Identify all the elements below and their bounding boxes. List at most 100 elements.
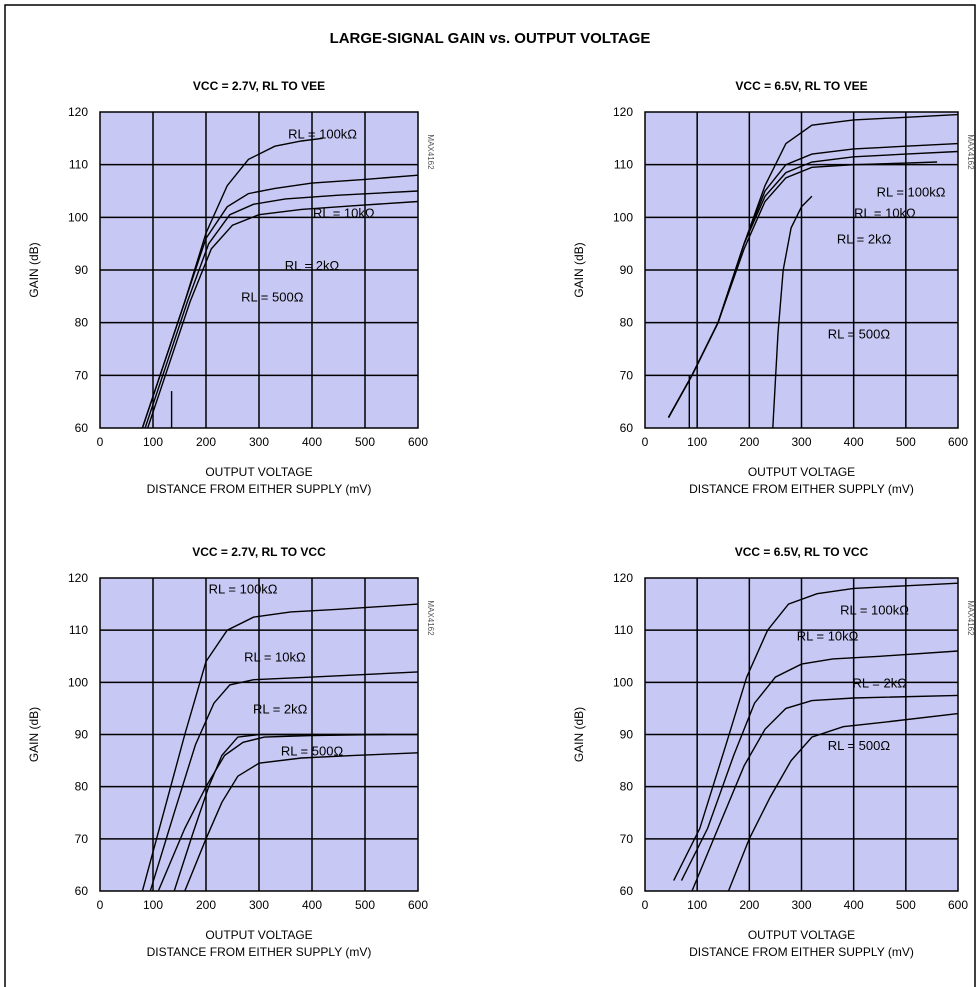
x-axis-label: OUTPUT VOLTAGE (205, 928, 312, 942)
y-tick-label: 80 (620, 780, 634, 794)
y-tick-label: 110 (614, 623, 633, 637)
side-code: MAX4162 (966, 600, 975, 636)
x-tick-label: 200 (196, 435, 216, 449)
panel-title: VCC = 6.5V, RL TO VEE (735, 79, 867, 93)
x-tick-label: 100 (143, 435, 163, 449)
curve-label: RL = 100kΩ (840, 603, 909, 618)
curve-label: RL = 500Ω (828, 738, 891, 753)
series-line (691, 694, 959, 892)
y-tick-label: 90 (620, 263, 634, 277)
x-tick-label: 300 (791, 898, 811, 912)
y-tick-label: 100 (68, 675, 88, 689)
y-tick-label: 120 (68, 105, 88, 119)
x-tick-label: 600 (408, 435, 428, 449)
series-line (147, 200, 419, 429)
curve-label: RL = 100kΩ (877, 184, 946, 199)
panel-title: VCC = 2.7V, RL TO VEE (193, 79, 325, 93)
curve-label: RL = 2kΩ (285, 258, 340, 273)
y-tick-label: 120 (613, 571, 633, 585)
curve-label: RL = 2kΩ (837, 232, 892, 247)
x-axis-label-line2: DISTANCE FROM EITHER SUPPLY (mV) (689, 945, 914, 959)
x-tick-label: 500 (896, 898, 916, 912)
y-tick-label: 90 (620, 728, 634, 742)
plot-frame (644, 577, 959, 892)
curve-label: RL = 10kΩ (797, 629, 859, 644)
y-tick-label: 60 (75, 421, 89, 435)
y-tick-label: 80 (75, 316, 89, 330)
x-tick-label: 0 (642, 898, 649, 912)
series-line (149, 671, 419, 892)
curve-label: RL = 100kΩ (209, 582, 278, 597)
x-axis-label: OUTPUT VOLTAGE (748, 928, 855, 942)
x-tick-label: 500 (355, 435, 375, 449)
x-tick-label: 500 (355, 898, 375, 912)
x-tick-label: 0 (97, 898, 104, 912)
y-axis-label: GAIN (dB) (572, 242, 586, 297)
side-code: MAX4162 (426, 134, 435, 170)
panel-title: VCC = 6.5V, RL TO VCC (735, 545, 869, 559)
x-tick-label: 200 (196, 898, 216, 912)
y-tick-label: 70 (75, 832, 89, 846)
y-tick-label: 60 (620, 421, 634, 435)
x-tick-label: 600 (948, 898, 968, 912)
y-tick-label: 110 (69, 623, 88, 637)
x-axis-label-line2: DISTANCE FROM EITHER SUPPLY (mV) (147, 945, 372, 959)
x-tick-label: 100 (687, 898, 707, 912)
chart-panel-2: 0 100 200 300 400 500 600 60 70 80 90 100 110 120 VCC … (572, 79, 975, 496)
x-tick-label: 200 (739, 898, 759, 912)
series-line (772, 195, 813, 429)
y-tick-label: 120 (68, 571, 88, 585)
x-tick-label: 400 (844, 435, 864, 449)
side-code: MAX4162 (966, 134, 975, 170)
figure-border (4, 4, 976, 987)
x-axis-label: OUTPUT VOLTAGE (205, 465, 312, 479)
chart-panel-1: 0 100 200 300 400 500 600 60 70 80 90 100 110 120 VCC … (27, 79, 435, 496)
y-tick-label: 120 (613, 105, 633, 119)
x-axis-label: OUTPUT VOLTAGE (748, 465, 855, 479)
y-tick-label: 110 (614, 158, 633, 172)
chart-panel-3: 0 100 200 300 400 500 600 60 70 80 90 100 110 120 VCC … (27, 545, 435, 959)
curve-label: RL = 500Ω (241, 290, 304, 305)
series-line (727, 712, 959, 892)
x-tick-label: 200 (739, 435, 759, 449)
y-axis-label: GAIN (dB) (572, 707, 586, 762)
side-code: MAX4162 (426, 600, 435, 636)
curve-label: RL = 2kΩ (253, 702, 308, 717)
x-tick-label: 600 (408, 898, 428, 912)
x-axis-label-line2: DISTANCE FROM EITHER SUPPLY (mV) (689, 482, 914, 496)
x-tick-label: 0 (642, 435, 649, 449)
curve-label: RL = 500Ω (828, 326, 891, 341)
y-axis-label: GAIN (dB) (27, 242, 41, 297)
x-tick-label: 300 (249, 435, 269, 449)
curve-label: RL = 10kΩ (313, 205, 375, 220)
x-tick-label: 100 (143, 898, 163, 912)
x-tick-label: 100 (687, 435, 707, 449)
curve-label: RL = 100kΩ (288, 126, 357, 141)
x-tick-label: 300 (791, 435, 811, 449)
chart-panel-4: 0 100 200 300 400 500 600 60 70 80 90 100 110 120 VCC … (572, 545, 975, 959)
y-axis-label: GAIN (dB) (27, 707, 41, 762)
y-tick-label: 60 (75, 884, 89, 898)
y-tick-label: 80 (620, 316, 634, 330)
y-tick-label: 70 (620, 368, 634, 382)
x-tick-label: 400 (844, 898, 864, 912)
y-tick-label: 90 (75, 263, 89, 277)
series-line (184, 752, 419, 892)
y-tick-label: 90 (75, 728, 89, 742)
plot-frame (644, 111, 959, 429)
x-tick-label: 500 (896, 435, 916, 449)
series-line (144, 190, 419, 429)
y-tick-label: 100 (613, 210, 633, 224)
x-tick-label: 600 (948, 435, 968, 449)
x-tick-label: 400 (302, 435, 322, 449)
y-tick-label: 70 (75, 368, 89, 382)
curve-label: RL = 500Ω (281, 743, 344, 758)
curve-label: RL = 2kΩ (853, 676, 908, 691)
curve-label: RL = 10kΩ (244, 649, 306, 664)
series-line (673, 582, 959, 881)
series-line (173, 733, 418, 892)
curve-label: RL = 10kΩ (854, 205, 916, 220)
series-line (680, 650, 959, 881)
figure-title: LARGE-SIGNAL GAIN vs. OUTPUT VOLTAGE (330, 30, 651, 47)
